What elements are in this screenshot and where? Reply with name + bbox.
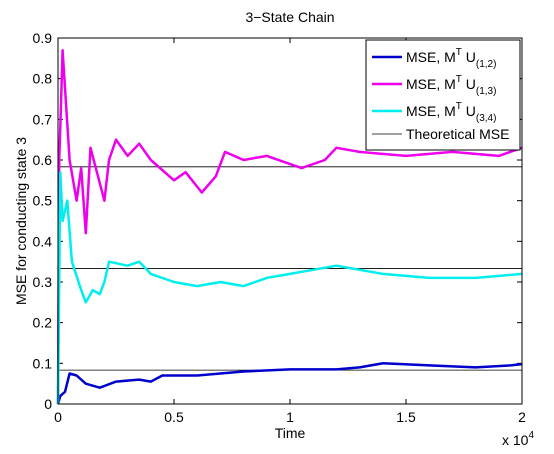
y-tick-label: 0.2 [33, 315, 53, 331]
legend-label-mid: U [462, 76, 476, 92]
y-tick-label: 0.4 [33, 233, 53, 249]
x-multiplier-exponent: 4 [528, 430, 534, 441]
series-line [56, 170, 523, 405]
y-tick-label: 0.7 [33, 111, 53, 127]
legend-label-main: MSE, M [406, 49, 456, 65]
x-tick-label: 0.5 [164, 409, 184, 425]
y-tick-label: 0.5 [33, 193, 53, 209]
axes-box [57, 37, 523, 405]
y-tick-label: 0.1 [33, 355, 53, 371]
legend-label-mid: U [462, 103, 476, 119]
chart-title: 3−State Chain [245, 9, 334, 25]
series-line [56, 362, 523, 405]
legend-label-main: MSE, M [406, 103, 456, 119]
x-tick-label: 2 [518, 409, 526, 425]
legend-label: MSE, MT U(1,2) [406, 47, 496, 70]
legend-label: MSE, MT U(1,3) [406, 74, 496, 97]
x-tick-label: 1.5 [396, 409, 416, 425]
legend-label-sup: T [456, 101, 462, 112]
legend-label-mid: U [462, 49, 476, 65]
x-multiplier-base: x 10 [502, 432, 529, 448]
legend-label-sub: (1,2) [476, 59, 497, 70]
y-tick-label: 0.9 [33, 30, 53, 46]
y-tick-label: 0.8 [33, 71, 53, 87]
x-axis-label: Time [275, 425, 306, 441]
legend-label-sub: (3,4) [476, 113, 497, 124]
legend: MSE, MT U(1,2)MSE, MT U(1,3)MSE, MT U(3,… [365, 39, 521, 151]
y-tick-label: 0 [44, 396, 52, 412]
legend-label-sub: (1,3) [476, 86, 497, 97]
series-line [56, 48, 523, 405]
legend-box [365, 39, 521, 151]
legend-label: Theoretical MSE [406, 126, 509, 142]
y-tick-label: 0.3 [33, 274, 53, 290]
x-multiplier: x 104 [502, 430, 534, 448]
y-axis-label: MSE for conducting state 3 [13, 137, 29, 305]
y-tick-label: 0.6 [33, 152, 53, 168]
legend-label-sup: T [456, 74, 462, 85]
legend-label: MSE, MT U(3,4) [406, 101, 496, 124]
legend-label-sup: T [456, 47, 462, 58]
x-tick-label: 1 [286, 409, 294, 425]
legend-label-main: MSE, M [406, 76, 456, 92]
x-tick-label: 0 [54, 409, 62, 425]
